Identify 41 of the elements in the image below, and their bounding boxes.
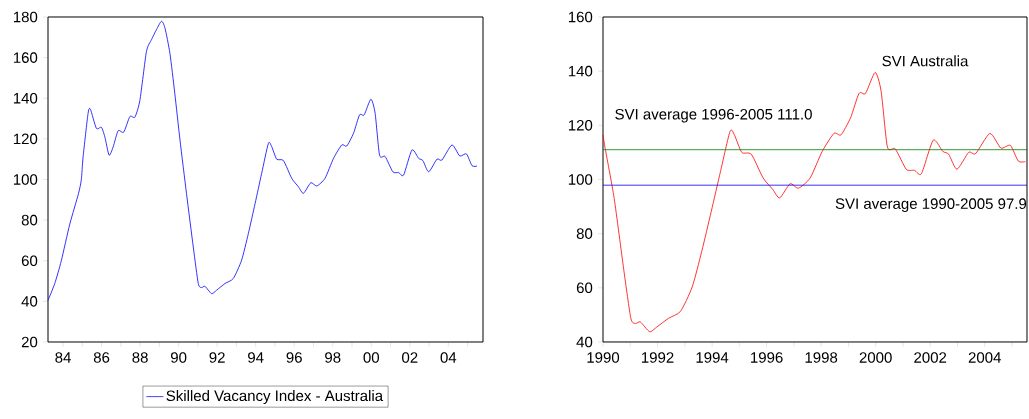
legend-label: Skilled Vacancy Index - Australia [166,390,384,405]
x-tick-label: 1998 [805,352,838,363]
y-tick-label: 100 [568,174,593,185]
x-tick-label: 1992 [642,352,674,363]
y-tick-label: 160 [13,52,38,63]
series-label: SVI Australia [882,55,969,67]
y-tick-label: 20 [21,336,38,348]
x-tick-label: 98 [325,352,341,363]
line-series [602,72,1026,333]
y-tick-label: 60 [576,282,593,294]
ref-line-label: SVI average 1990-2005 97.9 [835,198,1027,212]
x-tick-label: 92 [209,352,225,363]
x-tick-label: 94 [248,352,264,363]
y-tick-label: 80 [576,228,593,239]
y-tick-label: 120 [13,133,38,145]
x-tick-label: 88 [132,352,148,363]
x-tick-label: 90 [170,352,187,363]
y-tick-label: 140 [13,92,38,104]
y-tick-label: 160 [568,11,593,23]
x-tick-label: 96 [286,352,302,363]
ref-line-label: SVI average 1996-2005 111.0 [615,108,812,123]
x-tick-label: 2000 [859,352,892,363]
y-tick-label: 180 [13,11,38,23]
x-tick-label: 1996 [751,352,783,363]
x-tick-label: 2004 [968,352,1001,363]
x-tick-label: 1990 [587,352,620,363]
x-tick-label: 86 [93,352,110,363]
x-tick-label: 02 [402,352,418,363]
y-tick-label: 40 [576,336,593,348]
x-tick-label: 04 [440,352,457,363]
x-tick-label: 00 [363,352,380,363]
y-tick-label: 120 [568,120,593,131]
x-tick-label: 1994 [696,352,729,363]
y-tick-label: 60 [21,255,38,267]
y-tick-label: 40 [21,296,38,307]
x-tick-label: 84 [55,352,71,363]
x-tick-label: 2002 [914,352,947,363]
line-series [47,20,478,301]
y-tick-label: 140 [568,65,593,77]
y-tick-label: 80 [21,214,38,226]
y-tick-label: 100 [13,174,38,185]
